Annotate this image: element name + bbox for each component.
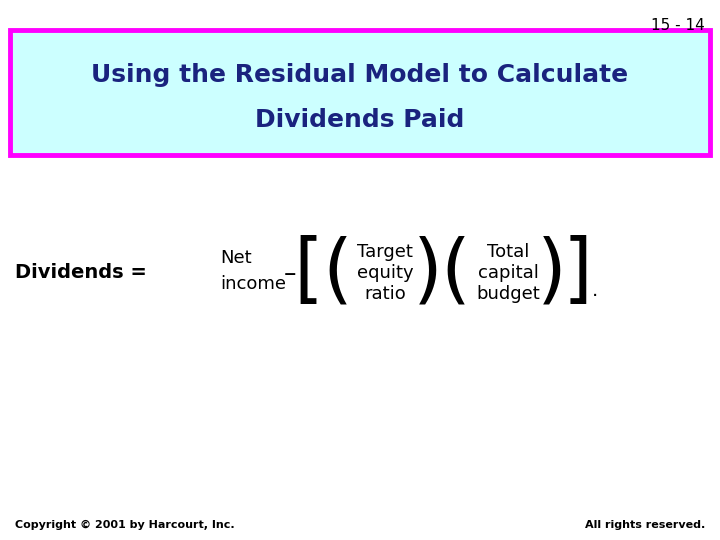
Text: Copyright © 2001 by Harcourt, Inc.: Copyright © 2001 by Harcourt, Inc. [15, 520, 235, 530]
Text: ): ) [413, 235, 443, 309]
Text: equity: equity [356, 264, 413, 282]
Text: (: ( [440, 235, 470, 309]
Text: All rights reserved.: All rights reserved. [585, 520, 705, 530]
Text: .: . [592, 280, 598, 300]
Text: ratio: ratio [364, 285, 406, 303]
Text: Dividends Paid: Dividends Paid [256, 108, 464, 132]
Text: –: – [284, 262, 296, 286]
Text: Target: Target [357, 243, 413, 261]
Text: 15 - 14: 15 - 14 [652, 18, 705, 33]
Text: Net: Net [220, 249, 251, 267]
Text: Using the Residual Model to Calculate: Using the Residual Model to Calculate [91, 63, 629, 87]
Text: Total: Total [487, 243, 529, 261]
Text: ): ) [537, 235, 567, 309]
Text: budget: budget [476, 285, 540, 303]
Text: income: income [220, 275, 286, 293]
FancyBboxPatch shape [10, 30, 710, 155]
Text: Dividends =: Dividends = [15, 262, 147, 281]
Text: [: [ [293, 235, 323, 309]
Text: capital: capital [477, 264, 539, 282]
Text: ]: ] [563, 235, 593, 309]
Text: (: ( [322, 235, 352, 309]
